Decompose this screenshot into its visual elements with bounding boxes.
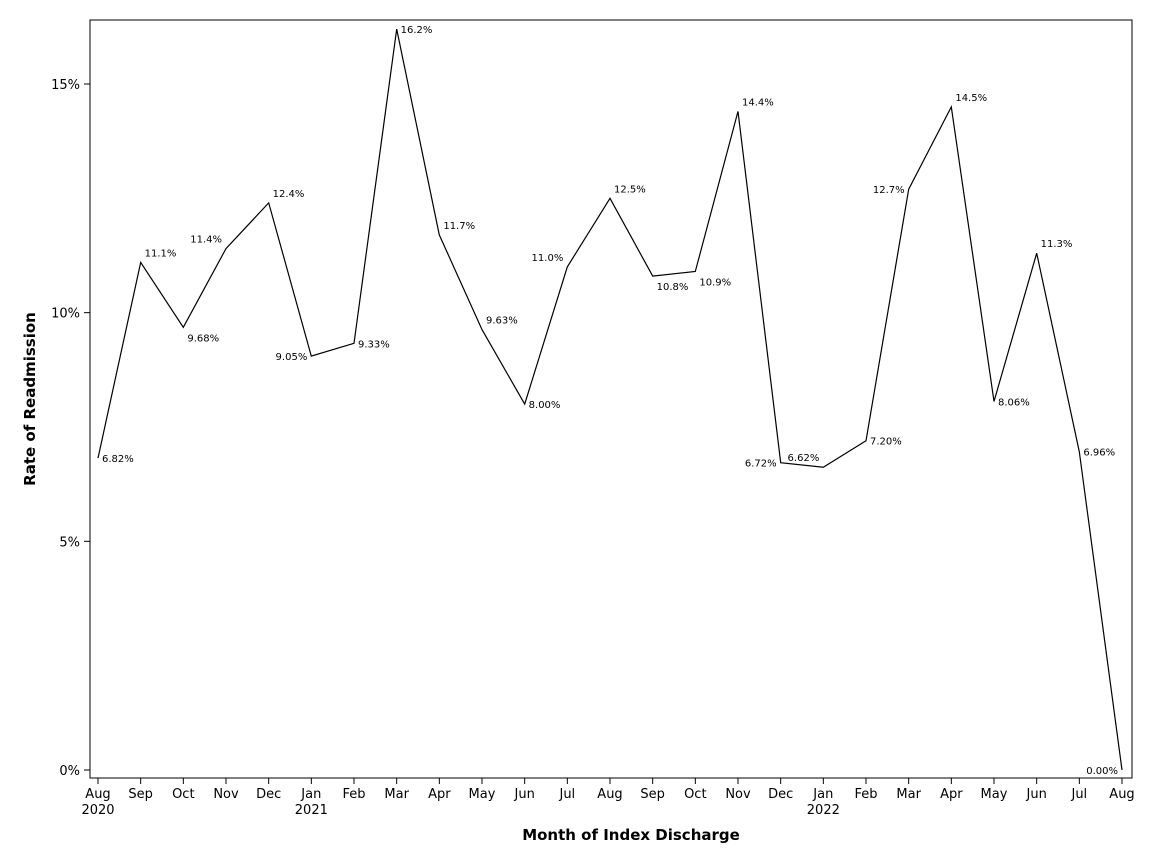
x-tick-label-month: Jul [558, 787, 575, 802]
data-labels: 6.82% 11.1% 9.68% 11.4% 12.4% 9.05% 9.33% 16.2%… [102, 25, 1118, 777]
data-label: 10.9% [699, 278, 731, 289]
x-tick-label-month: Jan [300, 787, 321, 802]
data-label: 6.62% [788, 453, 820, 464]
y-tick-label: 10% [51, 307, 80, 322]
data-label: 6.82% [102, 454, 134, 465]
x-tick-label-month: Aug [597, 787, 622, 802]
x-tick-label-month: Apr [940, 787, 963, 802]
x-tick-label-month: Nov [725, 787, 751, 802]
data-label: 14.5% [955, 93, 987, 104]
x-tick-label-month: Oct [172, 787, 194, 802]
x-tick-label-month: Dec [256, 787, 281, 802]
data-label: 14.4% [742, 97, 774, 108]
data-label: 16.2% [401, 25, 433, 36]
data-label: 9.68% [187, 333, 219, 344]
data-label: 9.05% [276, 352, 308, 363]
data-label: 7.20% [870, 437, 902, 448]
x-tick-label-month: Oct [684, 787, 706, 802]
data-label: 10.8% [657, 282, 689, 293]
data-label: 11.4% [190, 235, 222, 246]
data-label: 8.06% [998, 397, 1030, 408]
x-tick-label-month: Nov [213, 787, 239, 802]
x-tick-label-month: Aug [85, 787, 110, 802]
y-axis-title: Rate of Readmission [21, 312, 39, 486]
x-tick-label-month: Dec [768, 787, 793, 802]
y-tick-label: 5% [59, 535, 80, 550]
data-label: 11.1% [145, 248, 177, 259]
data-label: 11.0% [532, 253, 564, 264]
x-tick-label-month: Aug [1109, 787, 1134, 802]
data-label: 8.00% [529, 400, 561, 411]
data-label: 12.7% [873, 185, 905, 196]
x-tick-label-month: Sep [640, 787, 665, 802]
data-label: 6.72% [745, 459, 777, 470]
x-tick-label-year: 2021 [295, 803, 328, 818]
data-label: 6.96% [1083, 448, 1115, 459]
x-tick-label-month: May [469, 787, 496, 802]
x-axis-title: Month of Index Discharge [522, 826, 740, 844]
x-tick-label-month: May [981, 787, 1008, 802]
x-tick-label-month: Mar [384, 787, 409, 802]
data-label: 12.4% [273, 189, 305, 200]
x-tick-label-month: Jul [1070, 787, 1087, 802]
x-tick-label-month: Jun [514, 787, 535, 802]
data-label: 9.63% [486, 316, 518, 327]
x-tick-label-month: Feb [342, 787, 365, 802]
series-readmission-rate [97, 28, 1123, 771]
x-tick-label-month: Mar [896, 787, 921, 802]
y-axis: 0% 5% 10% 15% [51, 78, 90, 779]
data-label: 12.5% [614, 184, 646, 195]
data-label: 9.33% [358, 339, 390, 350]
y-tick-label: 15% [51, 78, 80, 93]
x-tick-label-year: 2022 [807, 803, 840, 818]
plot-frame [89, 19, 1133, 779]
x-tick-label-month: Jan [812, 787, 833, 802]
data-label: 11.7% [443, 221, 475, 232]
series-line [97, 28, 1123, 771]
x-tick-label-year: 2020 [81, 803, 114, 818]
data-label: 0.00% [1086, 766, 1118, 777]
data-label: 11.3% [1041, 239, 1073, 250]
x-tick-label-month: Feb [854, 787, 877, 802]
y-tick-label: 0% [59, 764, 80, 779]
x-tick-label-month: Sep [128, 787, 153, 802]
x-tick-label-month: Jun [1026, 787, 1047, 802]
x-tick-label-month: Apr [428, 787, 451, 802]
